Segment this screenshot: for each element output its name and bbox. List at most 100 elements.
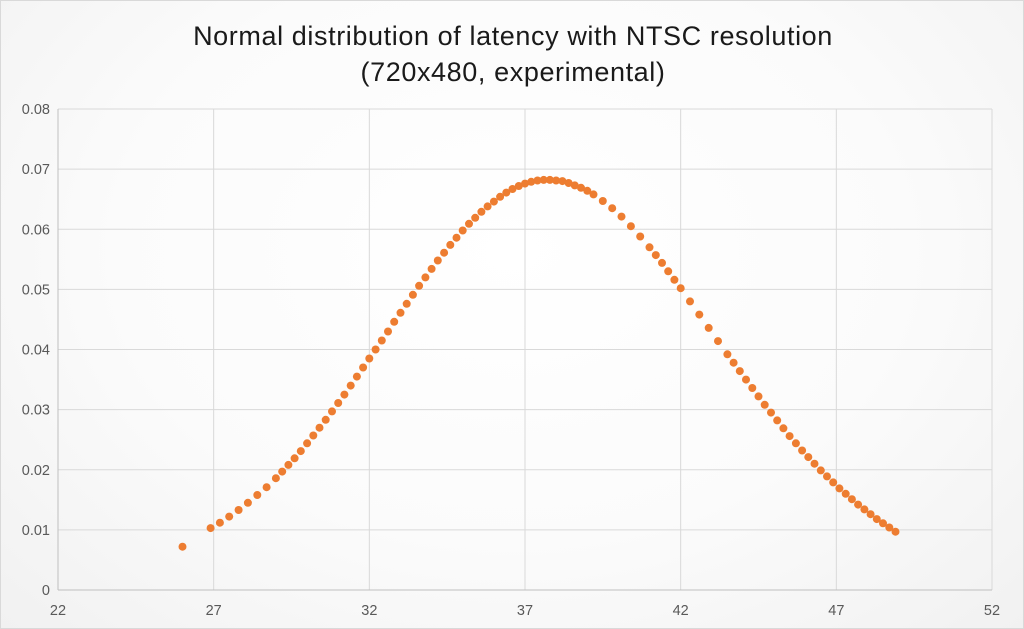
data-point	[296, 447, 305, 456]
data-point	[471, 213, 480, 222]
data-point	[253, 491, 262, 499]
data-point	[352, 372, 361, 381]
data-point	[798, 446, 807, 455]
data-point	[321, 415, 330, 424]
data-point	[686, 297, 694, 306]
x-tick-label: 32	[361, 603, 377, 619]
data-point	[440, 248, 449, 257]
data-point	[215, 518, 224, 527]
data-point	[823, 472, 831, 481]
y-tick-label: 0.02	[22, 463, 50, 479]
data-point	[835, 484, 844, 493]
data-point	[243, 498, 252, 507]
y-tick-label: 0.06	[22, 222, 50, 238]
data-point	[767, 408, 775, 417]
axes	[57, 109, 992, 591]
data-point	[465, 219, 473, 228]
data-point	[539, 175, 548, 184]
data-point	[225, 512, 234, 521]
data-point	[271, 474, 280, 483]
data-point	[446, 240, 455, 249]
data-point	[854, 500, 863, 509]
data-point	[860, 505, 869, 514]
data-point	[810, 459, 819, 468]
data-point	[346, 381, 355, 390]
data-point	[891, 527, 900, 536]
data-point	[695, 310, 704, 319]
data-point	[334, 399, 343, 407]
data-point	[748, 384, 757, 392]
data-point	[577, 183, 585, 192]
data-point	[564, 179, 573, 187]
x-tick-label: 52	[984, 603, 1000, 619]
y-tick-label: 0.03	[22, 403, 50, 419]
y-tick-label: 0.04	[22, 343, 50, 359]
data-point	[598, 197, 607, 205]
x-tick-label: 37	[517, 603, 533, 619]
data-point	[664, 267, 673, 276]
data-point	[847, 495, 856, 504]
x-tick-label: 47	[828, 603, 844, 619]
data-point	[408, 290, 417, 299]
data-point	[791, 439, 800, 448]
data-point	[735, 367, 744, 376]
y-tick-label: 0.08	[22, 102, 50, 118]
data-point	[377, 336, 386, 345]
gridlines	[58, 108, 993, 590]
data-point	[328, 407, 336, 416]
data-point	[651, 251, 660, 260]
x-axis-ticks: 22 27 32 37 42 47 52	[50, 603, 1000, 619]
data-point	[872, 515, 881, 524]
data-point	[804, 453, 813, 462]
data-point	[508, 185, 517, 193]
y-axis-ticks: 0 0.01 0.02 0.03 0.04 0.05 0.06 0.07 0.08	[22, 102, 50, 599]
data-point	[729, 358, 738, 367]
data-point	[779, 424, 788, 433]
data-point	[658, 258, 666, 267]
data-point	[714, 337, 722, 346]
data-point	[879, 519, 887, 528]
data-point	[421, 273, 430, 282]
data-point	[178, 542, 187, 551]
data-point	[477, 207, 486, 216]
data-point	[773, 416, 782, 425]
data-points	[178, 175, 900, 551]
data-point	[303, 439, 312, 448]
data-point	[458, 226, 467, 235]
data-point	[589, 190, 598, 199]
data-point	[829, 478, 838, 487]
data-point	[514, 182, 523, 190]
data-point	[704, 323, 713, 332]
data-point	[452, 233, 461, 242]
data-point	[315, 423, 324, 432]
data-point	[885, 523, 894, 532]
data-point	[483, 202, 492, 211]
data-point	[866, 510, 875, 519]
x-tick-label: 22	[50, 603, 66, 619]
data-point	[521, 179, 529, 188]
data-point	[760, 400, 769, 409]
data-point	[396, 308, 405, 317]
data-point	[359, 363, 368, 372]
data-point	[785, 432, 794, 441]
x-tick-label: 42	[673, 603, 689, 619]
data-point	[278, 467, 287, 476]
data-point	[262, 483, 271, 492]
data-point	[402, 299, 411, 308]
data-point	[754, 392, 763, 401]
data-point	[384, 327, 392, 336]
data-point	[552, 176, 561, 185]
data-point	[496, 192, 505, 201]
data-point	[533, 176, 542, 185]
data-point	[545, 175, 554, 184]
chart-title-line-1: Normal distribution of latency with NTSC…	[193, 21, 833, 51]
data-point	[340, 390, 349, 399]
data-point	[489, 197, 498, 206]
data-point	[433, 256, 442, 265]
chart-title-line-2: (720x480, experimental)	[361, 57, 666, 87]
x-tick-label: 27	[206, 603, 222, 619]
y-tick-label: 0.01	[22, 523, 50, 539]
data-point	[390, 317, 399, 326]
